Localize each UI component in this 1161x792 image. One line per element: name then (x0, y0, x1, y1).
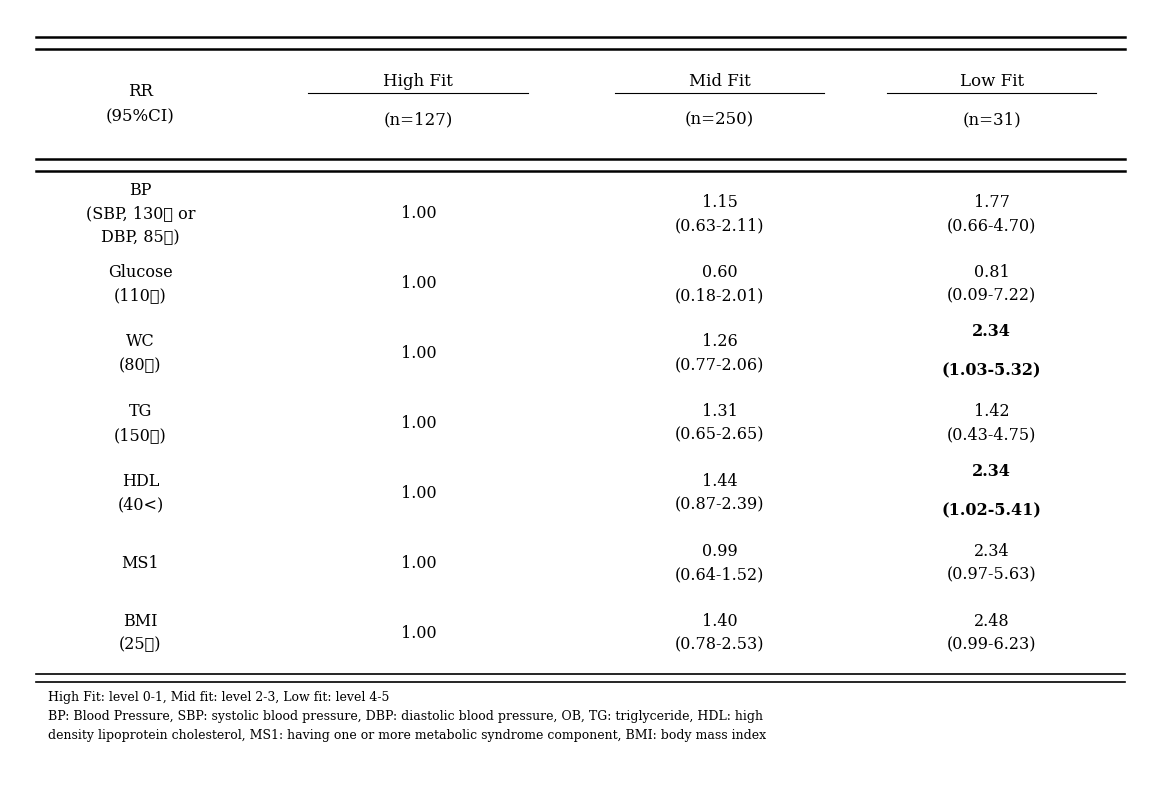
Text: 1.00: 1.00 (401, 415, 437, 432)
Text: Low Fit: Low Fit (960, 74, 1024, 90)
Text: (n=31): (n=31) (962, 111, 1021, 128)
Text: High Fit: High Fit (383, 74, 453, 90)
Text: 1.77
(0.66-4.70): 1.77 (0.66-4.70) (947, 194, 1037, 234)
Text: RR
(95%CI): RR (95%CI) (106, 83, 175, 125)
Text: (n=250): (n=250) (685, 111, 755, 128)
Text: 1.44
(0.87-2.39): 1.44 (0.87-2.39) (675, 474, 764, 514)
Text: HDL
(40<): HDL (40<) (117, 474, 164, 514)
Text: 1.00: 1.00 (401, 625, 437, 642)
Text: 0.99
(0.64-1.52): 0.99 (0.64-1.52) (675, 543, 764, 584)
Text: 1.00: 1.00 (401, 276, 437, 292)
Text: 1.00: 1.00 (401, 485, 437, 502)
Text: 1.40
(0.78-2.53): 1.40 (0.78-2.53) (675, 613, 764, 653)
Text: MS1: MS1 (122, 555, 159, 572)
Text: 0.81
(0.09-7.22): 0.81 (0.09-7.22) (947, 264, 1037, 304)
Text: Glucose
(110≧): Glucose (110≧) (108, 264, 173, 304)
Text: BP
(SBP, 130≧ or
DBP, 85≧): BP (SBP, 130≧ or DBP, 85≧) (86, 182, 195, 246)
Text: 1.31
(0.65-2.65): 1.31 (0.65-2.65) (675, 403, 764, 444)
Text: (1.02-5.41): (1.02-5.41) (942, 502, 1041, 520)
Text: 1.00: 1.00 (401, 345, 437, 362)
Text: (1.03-5.32): (1.03-5.32) (942, 363, 1041, 379)
Text: 1.26
(0.77-2.06): 1.26 (0.77-2.06) (675, 333, 764, 374)
Text: 2.34: 2.34 (972, 463, 1011, 480)
Text: BMI
(25≧): BMI (25≧) (120, 613, 161, 653)
Text: BP: Blood Pressure, SBP: systolic blood pressure, DBP: diastolic blood pressure,: BP: Blood Pressure, SBP: systolic blood … (48, 710, 766, 742)
Text: 2.48
(0.99-6.23): 2.48 (0.99-6.23) (947, 613, 1037, 653)
Text: High Fit: level 0-1, Mid fit: level 2-3, Low fit: level 4-5: High Fit: level 0-1, Mid fit: level 2-3,… (48, 691, 389, 704)
Text: 2.34
(0.97-5.63): 2.34 (0.97-5.63) (947, 543, 1037, 584)
Text: 1.15
(0.63-2.11): 1.15 (0.63-2.11) (675, 194, 764, 234)
Text: (n=127): (n=127) (383, 111, 453, 128)
Text: 1.00: 1.00 (401, 555, 437, 572)
Text: Mid Fit: Mid Fit (688, 74, 750, 90)
Text: WC
(80≧): WC (80≧) (120, 333, 161, 374)
Text: 0.60
(0.18-2.01): 0.60 (0.18-2.01) (675, 264, 764, 304)
Text: 1.00: 1.00 (401, 205, 437, 223)
Text: TG
(150≧): TG (150≧) (114, 403, 167, 444)
Text: 1.42
(0.43-4.75): 1.42 (0.43-4.75) (947, 403, 1037, 444)
Text: 2.34: 2.34 (972, 323, 1011, 340)
